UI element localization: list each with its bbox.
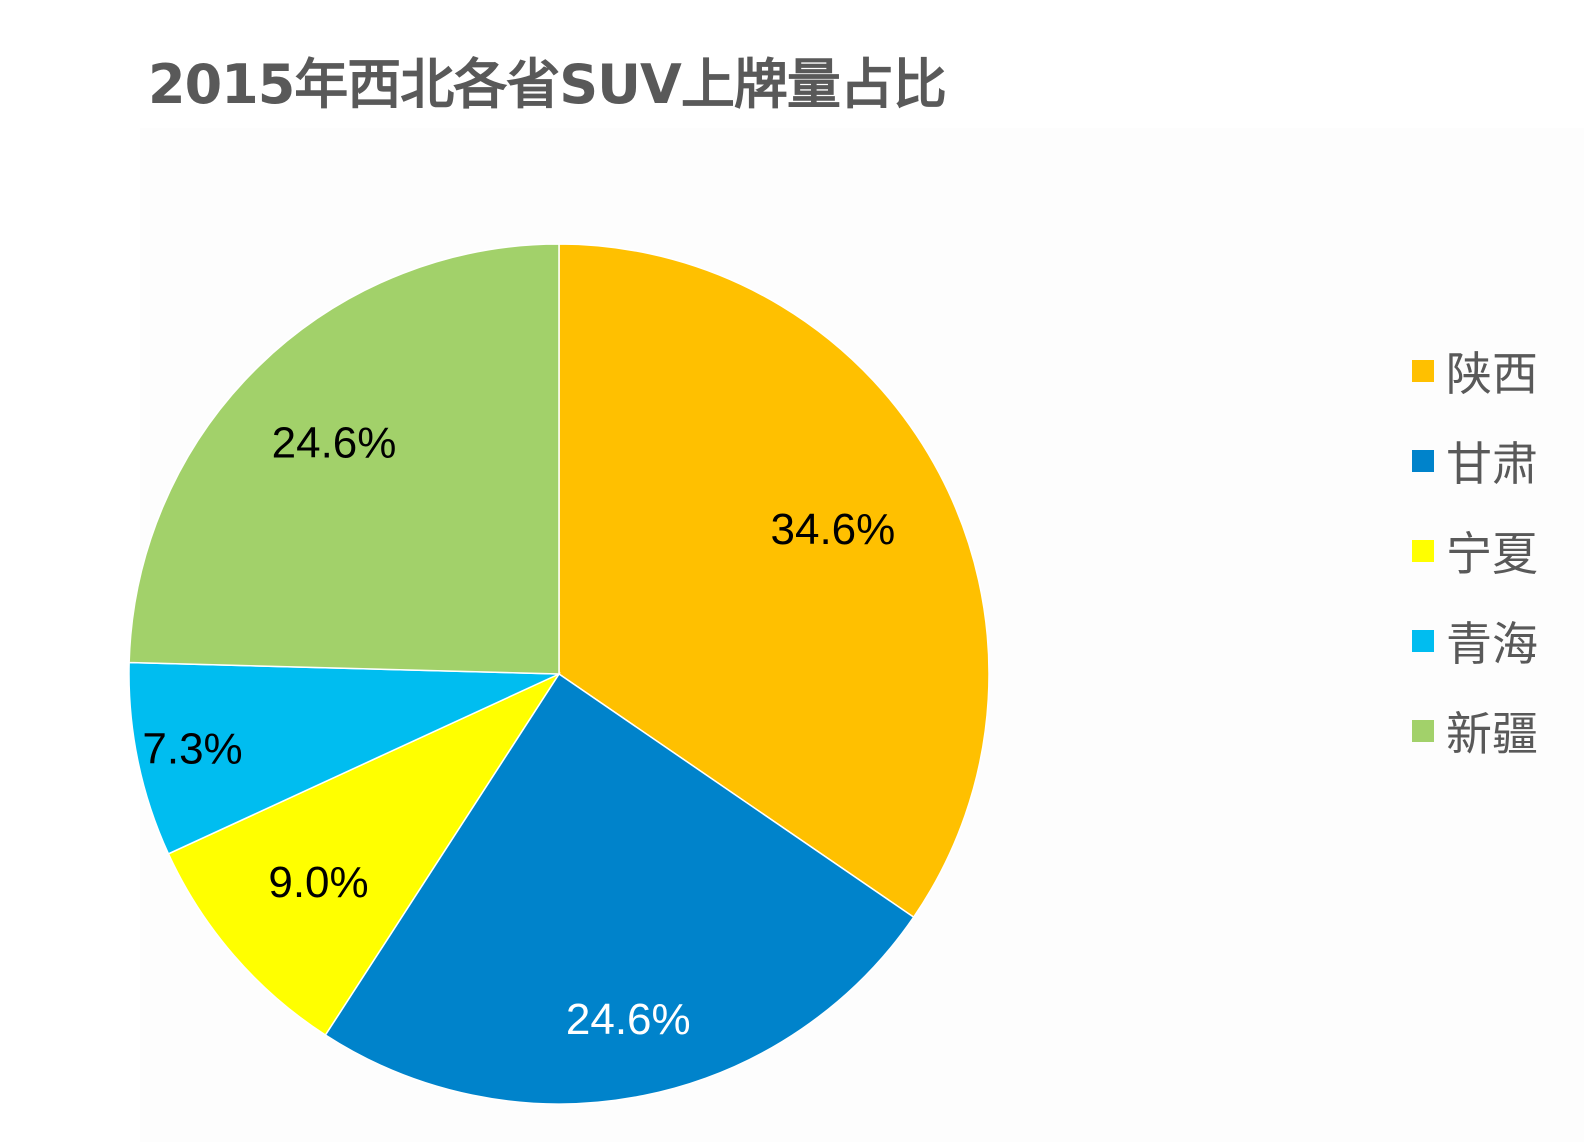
legend-item-5: 新疆 bbox=[1412, 686, 1582, 776]
legend-item-4: 青海 bbox=[1412, 596, 1582, 686]
slice-data-label-4: 7.3% bbox=[142, 725, 242, 774]
legend-label: 新疆 bbox=[1446, 707, 1538, 761]
legend-label: 陕西 bbox=[1446, 347, 1538, 401]
slice-data-label-5: 24.6% bbox=[272, 418, 397, 467]
legend-item-3: 宁夏 bbox=[1412, 506, 1582, 596]
pie-slice-3 bbox=[167, 672, 562, 1037]
legend-swatch bbox=[1412, 360, 1434, 382]
legend-label: 甘肃 bbox=[1446, 437, 1538, 491]
legend-swatch bbox=[1412, 720, 1434, 742]
pie-slice-4 bbox=[128, 661, 560, 855]
slice-data-label-3: 9.0% bbox=[268, 858, 368, 907]
legend-swatch bbox=[1412, 540, 1434, 562]
pie-slice-2 bbox=[324, 672, 915, 1105]
slice-data-label-1: 34.6% bbox=[771, 505, 896, 554]
pie-slice-1 bbox=[558, 243, 990, 919]
legend-item-1: 陕西 bbox=[1412, 326, 1582, 416]
legend-label: 青海 bbox=[1446, 617, 1538, 671]
legend-item-2: 甘肃 bbox=[1412, 416, 1582, 506]
slice-data-label-2: 24.6% bbox=[566, 995, 691, 1044]
legend: 陕西甘肃宁夏青海新疆 bbox=[1412, 326, 1582, 776]
legend-swatch bbox=[1412, 630, 1434, 652]
pie-slice-5 bbox=[128, 243, 560, 675]
chart-title: 2015年西北各省SUV上牌量占比 bbox=[148, 53, 947, 116]
legend-swatch bbox=[1412, 450, 1434, 472]
legend-label: 宁夏 bbox=[1446, 527, 1538, 581]
